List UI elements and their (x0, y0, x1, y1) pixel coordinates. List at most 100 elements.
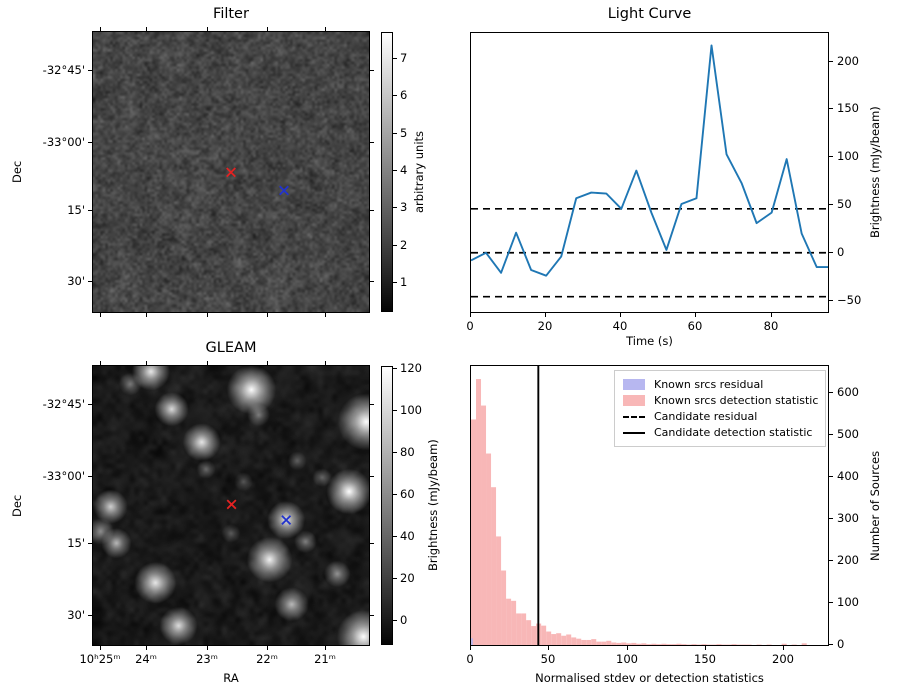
tick-mark (325, 27, 326, 31)
tick-label: 50 (540, 652, 556, 666)
legend-label: Candidate residual (654, 410, 758, 423)
histogram-bar (501, 570, 507, 645)
histogram-bar (496, 536, 502, 645)
legend-swatch-known-residual (623, 379, 645, 390)
tick-label: 60 (687, 319, 703, 333)
tick-mark (829, 252, 833, 253)
filter-markers-overlay (226, 167, 289, 196)
filter-colorbar (381, 32, 393, 312)
histogram-bar (541, 625, 547, 645)
histogram-bar (506, 598, 512, 645)
histogram-bar (606, 640, 612, 645)
tick-mark (370, 281, 374, 282)
tick-mark (393, 578, 397, 579)
histogram-bar (601, 641, 607, 645)
tick-mark (100, 361, 101, 365)
histogram-panel: Known srcs residual Known srcs detection… (470, 365, 829, 646)
tick-mark (829, 392, 833, 393)
tick-label: 5 (400, 126, 408, 140)
gleam-xlabel: RA (223, 671, 239, 685)
legend-label: Known srcs residual (654, 378, 764, 391)
histogram-bar (481, 405, 487, 645)
histogram-bar (616, 642, 622, 645)
tick-mark (829, 644, 833, 645)
tick-mark (829, 434, 833, 435)
tick-mark (771, 313, 772, 317)
tick-mark (783, 646, 784, 650)
tick-mark (829, 156, 833, 157)
tick-mark (470, 313, 471, 317)
tick-mark (267, 313, 268, 317)
tick-label: 200 (772, 652, 794, 666)
histogram-bar (581, 639, 587, 645)
tick-mark (146, 313, 147, 317)
histogram-bar (531, 626, 537, 645)
gleam-colorbar-gradient (382, 367, 392, 644)
light-curve-panel (470, 32, 829, 313)
tick-mark (829, 518, 833, 519)
histogram-bar (546, 631, 552, 645)
residual-histogram-bar (471, 638, 473, 645)
gleam-colorbar-label: Brightness (mJy/beam) (426, 439, 440, 572)
tick-mark (207, 27, 208, 31)
tick-label: 24ᵐ (135, 652, 157, 666)
tick-mark (325, 646, 326, 650)
tick-label: 600 (837, 385, 859, 399)
tick-label: 80 (763, 319, 779, 333)
tick-label: 100 (837, 595, 859, 609)
tick-label: 0 (400, 613, 408, 627)
tick-mark (548, 646, 549, 650)
tick-label: 15' (67, 536, 85, 550)
tick-mark (370, 70, 374, 71)
histogram-bar (521, 613, 527, 645)
tick-label: 500 (837, 427, 859, 441)
tick-label: 200 (837, 553, 859, 567)
tick-mark (393, 133, 397, 134)
histogram-bar (516, 613, 522, 645)
tick-mark (829, 61, 833, 62)
tick-label: 400 (837, 469, 859, 483)
legend-item-known-detection: Known srcs detection statistic (623, 393, 819, 408)
tick-label: 15' (67, 203, 85, 217)
tick-mark (88, 210, 92, 211)
tick-mark (393, 620, 397, 621)
gleam-title: GLEAM (205, 340, 257, 356)
tick-label: 2 (400, 238, 408, 252)
tick-label: 23ᵐ (196, 652, 218, 666)
legend-item-known-residual: Known srcs residual (623, 377, 817, 392)
tick-mark (620, 313, 621, 317)
tick-mark (695, 313, 696, 317)
histogram-bar (636, 643, 642, 645)
legend-label: Known srcs detection statistic (654, 394, 819, 407)
tick-label: 40 (400, 529, 415, 543)
tick-label: -32°45' (42, 397, 85, 411)
tick-mark (207, 646, 208, 650)
histogram-bar (781, 643, 787, 645)
tick-mark (267, 27, 268, 31)
tick-label: 80 (400, 445, 415, 459)
legend-swatch-candidate-detection (623, 431, 645, 434)
histogram-bar (526, 620, 532, 645)
tick-label: −50 (837, 293, 862, 307)
tick-mark (829, 602, 833, 603)
histogram-bar (651, 643, 657, 645)
tick-label: 0 (837, 637, 845, 651)
histogram-bar (591, 639, 597, 645)
tick-mark (88, 142, 92, 143)
tick-label: 3 (400, 200, 408, 214)
histogram-bar (561, 635, 567, 645)
histogram-bar (681, 644, 687, 645)
histogram-bar (701, 644, 707, 645)
histogram-bar (551, 634, 557, 645)
tick-label: 300 (837, 511, 859, 525)
histogram-bar (626, 643, 632, 645)
tick-label: 60 (400, 487, 415, 501)
tick-mark (146, 361, 147, 365)
tick-label: 1 (400, 275, 408, 289)
histogram-bar (491, 487, 497, 645)
gleam-image-panel (92, 365, 370, 646)
tick-mark (100, 27, 101, 31)
tick-label: 22ᵐ (256, 652, 278, 666)
tick-mark (393, 95, 397, 96)
